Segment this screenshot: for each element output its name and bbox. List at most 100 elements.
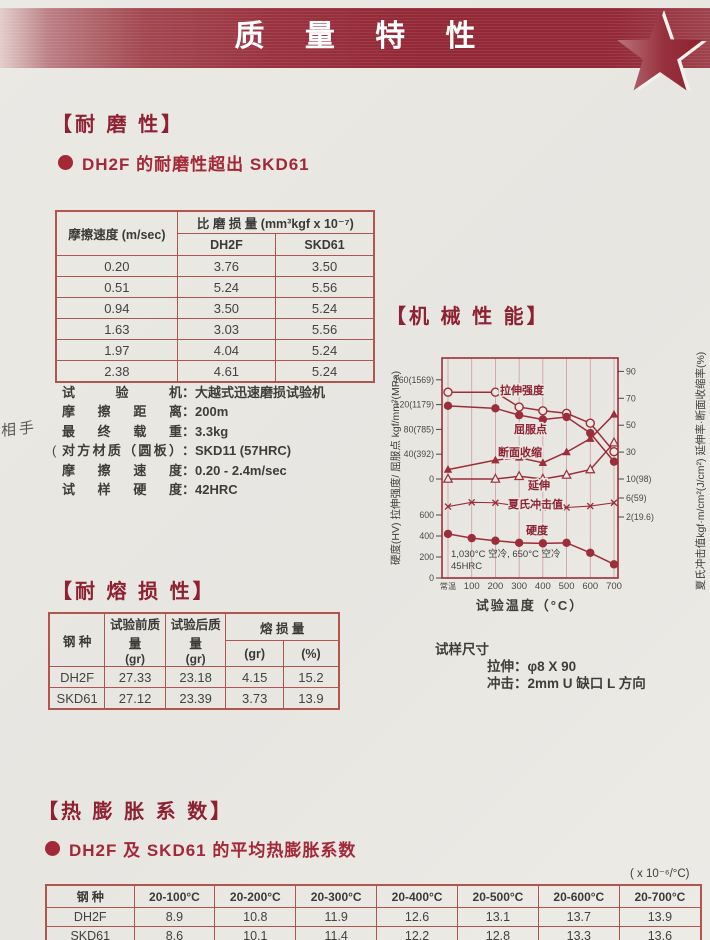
wear-col-dh2f-header: DH2F [176,233,277,256]
column-header: 钢 种 [45,884,135,908]
condition-label: 对方材质（圆板） [62,443,182,459]
cell: 13.3 [537,926,620,940]
melt-loss-gr-header: (gr) [225,640,284,667]
cell: SKD61 [45,926,135,940]
svg-text:2(19.6): 2(19.6) [626,512,654,522]
star-icon [617,9,707,92]
cell: 13.6 [618,926,702,940]
cell: 23.18 [164,666,227,688]
cell: 11.4 [295,926,378,940]
melt-before-label: 试验前质量 [110,618,161,651]
svg-text:600: 600 [419,510,434,520]
cell: 5.56 [275,318,375,340]
cell: 12.2 [376,926,458,940]
cell: 3.03 [176,318,277,340]
cell: 10.8 [214,907,297,927]
svg-text:30: 30 [626,447,636,457]
svg-text:夏氏冲击值: 夏氏冲击值 [508,497,563,511]
melt-loss-pct-header: (%) [282,640,340,667]
condition-label: 摩擦速度 [62,462,182,478]
cell: 12.8 [457,926,539,940]
svg-text:10(98): 10(98) [626,474,651,484]
condition-value: ：3.3kg [182,423,229,439]
chart-right-axis-label: 夏氏冲击值kgf·m/cm²(J/cm²) 延伸率·断面收缩率(%) [694,352,707,591]
svg-text:延伸: 延伸 [527,478,550,492]
specimen-heading: 试样尺寸 [435,642,489,657]
wear-col-skd61-header: SKD61 [275,233,375,256]
cell: 1.97 [55,339,178,361]
column-header: 20-400°C [376,884,458,908]
chart-annotation-line2: 45HRC [451,561,482,572]
condition-value: ：0.20 - 2.4m/sec [182,462,287,478]
cell: 5.24 [275,339,375,361]
wear-col-group-header: 比 磨 损 量 (mm³kgf x 10⁻⁷) [176,210,375,234]
cell: 0.94 [55,297,178,319]
condition-label: 最终载重 [62,423,182,439]
expansion-table-row: SKD61 8.6 10.1 11.4 12.2 12.8 13.3 13.6 [45,926,702,940]
wear-section-title: 【耐 磨 性】 [52,114,185,136]
bullet-dot-icon [45,841,60,856]
wear-table-row: 2.38 4.61 5.24 [55,360,375,383]
cell: 1.63 [55,318,178,340]
melt-before-unit: (gr) [125,652,146,666]
condition-line: 试样硬度 ：42HRC [62,480,382,499]
melt-table-row: DH2F 27.33 23.18 4.15 15.2 [48,666,340,688]
chart-plot-layer: 160(1569) 120(1179) 80(785) 40(392) 0 600 400 2… [394,357,654,592]
svg-text:500: 500 [559,581,575,592]
condition-label: 试样硬度 [62,482,182,498]
melt-col-before-header: 试验前质量 (gr) [104,612,166,667]
svg-text:400: 400 [535,581,551,592]
expansion-table-row: DH2F 8.9 10.8 11.9 12.6 13.1 13.7 13.9 [45,907,702,927]
header-banner: 质 量 特 性 [0,8,710,68]
cell: 5.24 [275,297,375,319]
cell: 2.38 [55,360,178,383]
cell: 5.24 [176,276,277,298]
melt-col-loss-header: 熔 损 量 [225,612,340,642]
cell: 13.9 [618,907,702,927]
svg-text:0: 0 [429,474,434,484]
svg-text:120(1179): 120(1179) [395,400,435,410]
expansion-bullet: DH2F 及 SKD61 的平均热膨胀系数 [45,836,356,861]
cell: 23.39 [164,687,227,710]
condition-line: 最终载重 ：3.3kg [62,422,382,441]
svg-text:160(1569): 160(1569) [394,375,434,385]
svg-text:200: 200 [487,581,503,592]
svg-text:100: 100 [464,581,480,592]
svg-text:300: 300 [511,581,527,592]
svg-text:200: 200 [419,552,434,562]
melt-table: 钢 种 试验前质量 (gr) 试验后质量 (gr) 熔 损 量 (gr) (%)… [48,612,340,710]
page-title: 质 量 特 性 [234,20,492,53]
mech-section-title: 【机 械 性 能】 [386,306,550,328]
cell: 5.56 [275,276,375,298]
svg-text:屈服点: 屈服点 [514,422,547,436]
condition-value: ：SKD11 (57HRC) [182,443,292,459]
cell: 3.50 [176,297,277,319]
wear-table: 摩擦速度 (m/sec) 比 磨 损 量 (mm³kgf x 10⁻⁷) DH2… [55,210,375,383]
condition-line: 试验机 ：大越式迅速磨损试验机 [62,383,382,402]
mech-chart: 160(1569) 120(1179) 80(785) 40(392) 0 600 400 2… [389,352,707,613]
column-header: 20-300°C [295,884,378,908]
condition-label: 摩擦距离 [62,404,182,420]
condition-line: 摩擦速度 ：0.20 - 2.4m/sec [62,461,382,480]
expansion-table-body: DH2F 8.9 10.8 11.9 12.6 13.1 13.7 13.9 SKD61 8.6 1… [45,907,702,940]
expansion-section-title: 【热 膨 胀 系 数】 [38,801,234,823]
handwritten-paren: ( [52,443,57,459]
column-header: 20-500°C [457,884,539,908]
condition-label: 试验机 [62,385,182,400]
condition-line: ( 对方材质（圆板） ：SKD11 (57HRC) [52,441,382,460]
cell: DH2F [45,907,135,927]
melt-table-body: DH2F 27.33 23.18 4.15 15.2 SKD61 27.12 23.39 3.7… [48,666,340,710]
wear-table-body: 0.20 3.76 3.50 0.51 5.24 5.56 0.94 3.50 5.24 1.63… [55,255,375,383]
cell: 4.15 [225,666,284,688]
column-header: 20-700°C [618,884,702,908]
cell: 4.04 [176,339,277,361]
svg-text:硬度: 硬度 [526,523,549,537]
svg-text:断面收缩: 断面收缩 [498,445,542,459]
svg-text:600: 600 [582,581,598,592]
cell: SKD61 [48,687,106,710]
condition-value: ：200m [182,404,229,420]
wear-table-row: 0.20 3.76 3.50 [55,255,375,277]
svg-text:6(59): 6(59) [626,493,647,503]
cell: 13.9 [282,687,340,710]
wear-bullet-text: DH2F 的耐磨性超出 SKD61 [82,155,310,174]
